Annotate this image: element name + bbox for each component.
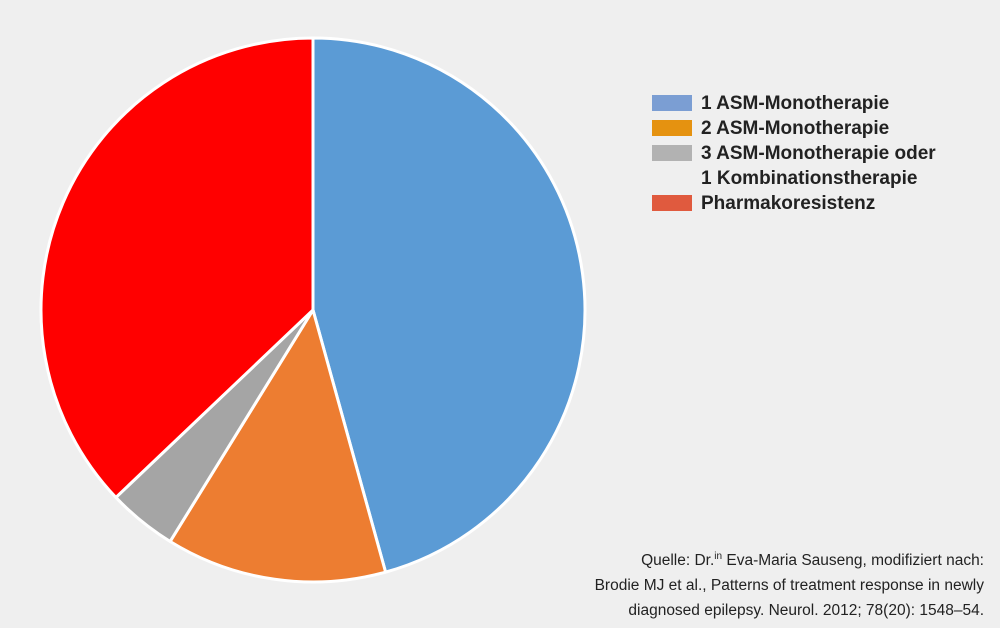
source-line-2: Brodie MJ et al., Patterns of treatment …: [594, 577, 984, 594]
legend-label: 3 ASM-Monotherapie oder 1 Kombinationsth…: [701, 143, 936, 189]
source-citation: Quelle: Dr.in Eva-Maria Sauseng, modifiz…: [595, 548, 984, 623]
legend-swatch: [652, 195, 692, 211]
legend-swatch: [652, 145, 692, 161]
source-line-3: diagnosed epilepsy. Neurol. 2012; 78(20)…: [628, 602, 984, 619]
source-superscript: in: [714, 550, 723, 562]
legend-label: Pharmakoresistenz: [701, 193, 876, 214]
source-suffix: Eva-Maria Sauseng, modifiziert nach:: [722, 552, 984, 569]
pie-slice-pharmakoresistenz: [39, 36, 315, 499]
chart-legend: 1 ASM-Monotherapie 2 ASM-Monotherapie 3 …: [652, 91, 936, 216]
pie-slice-2-asm-monotherapie: [168, 308, 388, 584]
legend-item-3-asm-or-kombination: 3 ASM-Monotherapie oder 1 Kombinationsth…: [652, 141, 936, 191]
legend-item-2-asm-monotherapie: 2 ASM-Monotherapie: [652, 116, 936, 141]
pie-slices: [39, 36, 587, 584]
legend-item-1-asm-monotherapie: 1 ASM-Monotherapie: [652, 91, 936, 116]
legend-label: 2 ASM-Monotherapie: [701, 118, 890, 139]
legend-swatch: [652, 95, 692, 111]
source-prefix: Quelle: Dr.: [641, 552, 715, 569]
legend-item-pharmakoresistenz: Pharmakoresistenz: [652, 191, 936, 216]
pie-slice-1-asm-monotherapie: [311, 36, 587, 574]
legend-swatch: [652, 120, 692, 136]
legend-label: 1 ASM-Monotherapie: [701, 93, 890, 114]
pie-chart: [39, 36, 587, 584]
source-line-1: Quelle: Dr.in Eva-Maria Sauseng, modifiz…: [595, 548, 984, 573]
